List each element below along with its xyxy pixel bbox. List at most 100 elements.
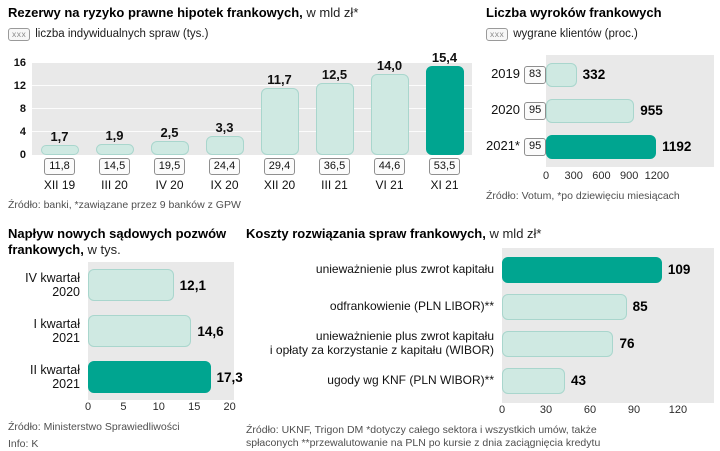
row-label: odfrankowienie (PLN LIBOR)** — [329, 298, 494, 313]
chart-row: unieważnienie plus zwrot kapitału i opła… — [246, 329, 714, 359]
bar — [425, 66, 464, 155]
x-axis-label: III 20 — [101, 178, 128, 193]
x-tick-label: 0 — [84, 401, 92, 414]
x-axis: 0 300 600 900 1200 — [542, 169, 714, 183]
bar-value-label: 3,3 — [215, 119, 234, 135]
x-tick-label: 1200 — [644, 169, 670, 182]
chart-row: odfrankowienie (PLN LIBOR)** 85 — [246, 292, 714, 322]
chart-title-unit: w mld zł* — [302, 5, 359, 20]
y-tick-label: 4 — [19, 125, 26, 138]
bar — [502, 367, 566, 394]
bar — [150, 140, 189, 155]
row-label: II kwartał 2021 — [29, 362, 80, 392]
bar-value-label: 85 — [632, 299, 648, 315]
bar — [95, 144, 134, 155]
bar-track: 14,6 — [88, 315, 234, 348]
chart-title-bold: Rezerwy na ryzyko prawne hipotek frankow… — [8, 5, 303, 20]
bar-track: 12,1 — [88, 269, 234, 302]
x-tick-label: 900 — [619, 169, 639, 182]
chart-row: I kwartał 2021 14,6 — [8, 315, 234, 348]
x-tick-label: 10 — [152, 401, 165, 414]
gridline — [32, 84, 472, 86]
bar-value-label: 955 — [640, 103, 663, 119]
x-axis-label: III 21 — [321, 178, 348, 193]
gridline — [32, 107, 472, 109]
bar-column: 2,5 — [142, 63, 197, 155]
x-tick-label: 60 — [583, 403, 597, 416]
x-axis-label: XII 19 — [43, 178, 76, 193]
chart-title-unit: w tys. — [83, 241, 121, 257]
chart-row: unieważnienie plus zwrot kapitału 109 — [246, 255, 714, 285]
source-note: Źródło: Votum, *po dziewięciu miesiącach — [486, 189, 680, 202]
row-label: ugody wg KNF (PLN WIBOR)** — [327, 372, 494, 387]
x-tick-label: 0 — [542, 169, 550, 182]
x-axis-label: XI 21 — [430, 178, 459, 193]
chart-resolution-costs: Koszty rozwiązania spraw frankowych, w m… — [246, 226, 714, 451]
chart-row: 2019 83 332 — [486, 62, 714, 88]
case-count-cell: 36,5 — [307, 157, 362, 176]
case-count-box: 19,5 — [153, 157, 186, 176]
row-label: 2020 — [491, 102, 520, 118]
case-count-row: 11,8 14,5 19,5 24,4 29,4 36,5 44,6 53,5 — [32, 157, 472, 176]
win-rate-box: 95 — [524, 102, 547, 120]
x-tick-label: 20 — [223, 401, 236, 414]
row-label: unieważnienie plus zwrot kapitału — [315, 261, 494, 276]
x-tick-label: 90 — [627, 403, 641, 416]
case-count-box: 11,8 — [44, 157, 75, 176]
case-count-box: 44,6 — [373, 157, 406, 176]
bar-chart: unieważnienie plus zwrot kapitału 109 odfr… — [246, 247, 714, 403]
bar — [40, 145, 79, 155]
bar — [88, 269, 174, 302]
case-count-cell: 14,5 — [87, 157, 142, 176]
bar-value-label: 17,3 — [216, 369, 243, 385]
bar-column: 1,7 — [32, 63, 87, 155]
bar-value-label: 12,1 — [179, 277, 206, 293]
x-axis: 0 30 60 90 120 — [499, 403, 714, 417]
bar — [546, 134, 657, 159]
gridline — [32, 130, 472, 132]
x-tick-label: 120 — [668, 403, 688, 416]
bar-chart: IV kwartał 2020 12,1 I kwartał 2021 14,6 II … — [8, 262, 243, 401]
case-count-cell: 44,6 — [362, 157, 417, 176]
row-label: unieważnienie plus zwrot kapitału i opła… — [269, 328, 494, 357]
bars: 1,7 1,9 2,5 3,3 11,7 12,5 14,0 15,4 — [32, 50, 472, 155]
legend-key-box: xxx — [8, 27, 31, 41]
chart-row: ugody wg KNF (PLN WIBOR)** 43 — [246, 366, 714, 396]
case-count-cell: 19,5 — [142, 157, 197, 176]
bar — [88, 315, 192, 348]
case-count-cell: 24,4 — [197, 157, 252, 176]
bar-track: 109 — [502, 255, 714, 285]
x-axis-label: VI 21 — [375, 178, 404, 193]
bar — [315, 83, 354, 155]
bar-column: 1,9 — [87, 63, 142, 155]
y-tick-label: 16 — [13, 56, 26, 69]
bar — [370, 74, 409, 155]
chart-title: Rezerwy na ryzyko prawne hipotek frankow… — [8, 5, 472, 21]
x-axis-label: XII 20 — [263, 178, 296, 193]
chart-row: IV kwartał 2020 12,1 — [8, 269, 234, 302]
source-note: Źródło: Ministerstwo Sprawiedliwości — [8, 421, 180, 434]
bar-value-label: 43 — [571, 373, 587, 389]
chart-row: 2021* 95 1192 — [486, 134, 714, 160]
case-count-box: 29,4 — [263, 157, 296, 176]
win-rate-box: 95 — [524, 138, 547, 156]
bar-track: 17,3 — [88, 361, 243, 394]
bar — [205, 135, 244, 155]
bar-value-label: 109 — [667, 262, 691, 278]
x-tick-label: 300 — [564, 169, 583, 182]
bar — [88, 361, 211, 394]
bar-value-label: 2,5 — [160, 124, 179, 140]
y-tick-label: 0 — [19, 148, 26, 161]
bar-column: 11,7 — [252, 63, 307, 155]
bar-column: 3,3 — [197, 63, 252, 155]
chart-title-unit: w mld zł* — [485, 226, 542, 241]
case-count-cell: 53,5 — [417, 157, 472, 176]
row-label: I kwartał 2021 — [33, 316, 80, 346]
bar-track: 76 — [502, 329, 714, 359]
row-label: 2021* — [486, 138, 520, 154]
row-label: IV kwartał 2020 — [25, 270, 80, 300]
bar-value-label: 1192 — [662, 139, 692, 155]
bar — [502, 256, 662, 283]
bar-chart: 2019 83 332 2020 95 955 2021* 95 1192 — [486, 54, 714, 167]
bar-value-label: 1,7 — [50, 129, 69, 145]
